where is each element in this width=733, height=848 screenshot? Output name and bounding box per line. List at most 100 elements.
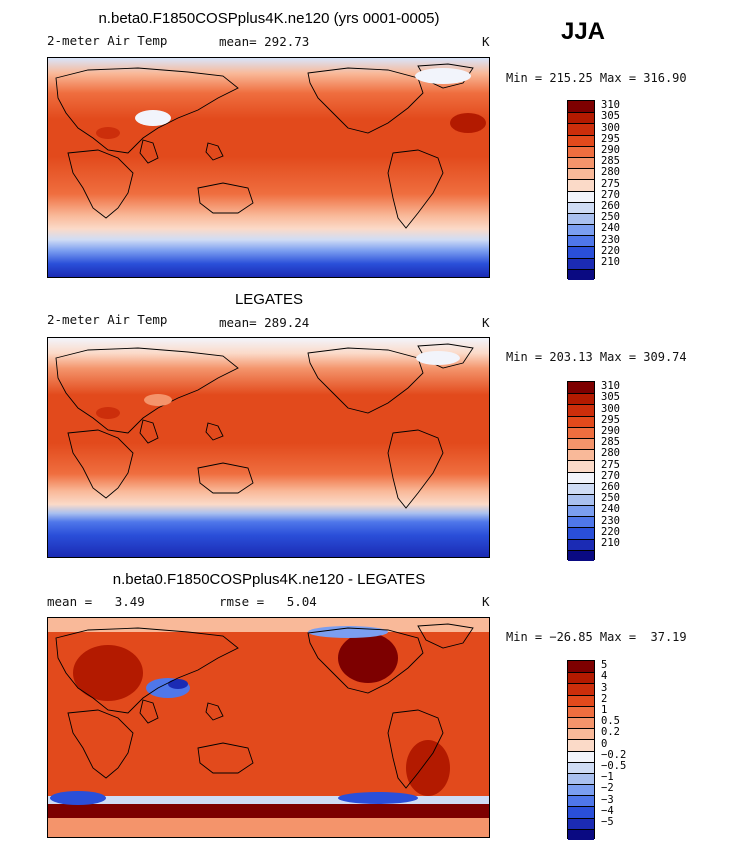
panel-3-rmse: rmse = 5.04 (219, 594, 317, 609)
colorbar-box (568, 527, 594, 539)
colorbar-box (568, 482, 594, 494)
colorbar-tick-label: 285 (601, 155, 620, 168)
colorbar-box (568, 661, 594, 673)
colorbar-tick-label: −0.5 (601, 760, 627, 772)
colorbar-tick-label: 210 (601, 537, 620, 549)
colorbar-tick-label: 260 (601, 481, 620, 493)
colorbar-tick-label: 0.2 (601, 726, 620, 739)
colorbar-tick-label: 0 (601, 737, 608, 750)
panel-1-minmax: Min = 215.25 Max = 316.90 (506, 71, 687, 85)
panel-2-title: LEGATES (234, 291, 304, 308)
colorbar-tick-label: 270 (601, 188, 620, 201)
panel-2-landmass-4 (307, 347, 424, 414)
colorbar-box (568, 212, 594, 225)
colorbar-tick-label: 3 (601, 681, 608, 694)
colorbar-tick-label: −3 (601, 793, 614, 806)
colorbar-box (568, 716, 594, 729)
colorbar-box (568, 817, 594, 829)
panel-1-colorbar (567, 100, 595, 280)
colorbar-tick-label: 310 (601, 99, 620, 112)
colorbar-tick-label: 260 (601, 200, 620, 212)
colorbar-tick-label: −1 (601, 771, 614, 784)
colorbar-box (568, 393, 594, 405)
colorbar-tick-label: 230 (601, 514, 620, 527)
colorbar-box (568, 739, 594, 751)
colorbar-tick-label: 250 (601, 211, 620, 224)
panel-1-landmass-8 (205, 142, 224, 161)
panel-1-landmass-3 (197, 182, 254, 214)
panel-2-landmass-2 (67, 429, 134, 499)
colorbar-tick-label: 240 (601, 222, 620, 235)
colorbar-tick-label: 290 (601, 144, 620, 156)
colorbar-box (568, 404, 594, 416)
season-label: JJA (560, 18, 606, 45)
colorbar-box (568, 426, 594, 438)
colorbar-tick-label: 300 (601, 121, 620, 134)
colorbar-box (568, 772, 594, 785)
colorbar-tick-label: 2 (601, 692, 608, 705)
colorbar-box (568, 123, 594, 135)
colorbar-tick-label: 250 (601, 492, 620, 505)
panel-3-map (47, 617, 490, 838)
panel-2-map-svg (48, 338, 489, 557)
colorbar-box (568, 694, 594, 706)
panel-2-variable: 2-meter Air Temp (47, 312, 168, 327)
panel-3-landmass-2 (67, 709, 134, 779)
colorbar-tick-label: 290 (601, 425, 620, 437)
colorbar-box (568, 156, 594, 169)
panel-3-landmass-7 (139, 699, 159, 724)
panel-1-variable: 2-meter Air Temp (47, 33, 168, 48)
panel-3-colorbar (567, 660, 595, 840)
colorbar-tick-label: 280 (601, 447, 620, 460)
panel-2-landmass-8 (205, 422, 224, 441)
colorbar-box (568, 134, 594, 146)
colorbar-tick-label: −4 (601, 804, 614, 817)
colorbar-tick-label: 310 (601, 380, 620, 393)
colorbar-box (568, 538, 594, 550)
colorbar-tick-label: 220 (601, 525, 620, 538)
panel-2-map (47, 337, 490, 558)
colorbar-tick-label: 0.5 (601, 715, 620, 728)
panel-3-landmass-3 (197, 742, 254, 774)
panel-3-landmass-8 (205, 702, 224, 721)
panel-2-minmax: Min = 203.13 Max = 309.74 (506, 350, 687, 364)
panel-3-mean: mean = 3.49 (47, 594, 145, 609)
panel-3-minmax: Min = −26.85 Max = 37.19 (506, 630, 687, 644)
panel-2-colorbar (567, 381, 595, 561)
colorbar-tick-label: 5 (601, 659, 608, 672)
panel-2-landmass-7 (139, 419, 159, 444)
colorbar-box (568, 471, 594, 483)
panel-2-mean: mean= 289.24 (219, 315, 310, 330)
colorbar-box (568, 415, 594, 427)
colorbar-tick-label: 275 (601, 177, 620, 190)
panel-1-title: n.beta0.F1850COSPplus4K.ne120 (yrs 0001-… (98, 10, 440, 27)
panel-3-title: n.beta0.F1850COSPplus4K.ne120 - LEGATES (112, 571, 426, 588)
colorbar-box (568, 246, 594, 258)
colorbar-tick-label: 295 (601, 413, 620, 426)
colorbar-box (568, 761, 594, 773)
colorbar-tick-label: 300 (601, 402, 620, 415)
colorbar-tick-label: 1 (601, 704, 608, 716)
panel-1-landmass-4 (307, 67, 424, 134)
colorbar-tick-label: 275 (601, 458, 620, 471)
colorbar-box (568, 549, 594, 561)
panel-1-landmass-5 (387, 149, 444, 229)
colorbar-box (568, 516, 594, 528)
colorbar-box (568, 235, 594, 247)
colorbar-box (568, 257, 594, 269)
colorbar-box (568, 795, 594, 807)
panel-1-mean: mean= 292.73 (219, 34, 310, 49)
colorbar-tick-label: 280 (601, 166, 620, 179)
colorbar-box (568, 382, 594, 394)
colorbar-box (568, 493, 594, 506)
colorbar-box (568, 437, 594, 450)
panel-3-units: K (482, 594, 490, 609)
panel-1-map-svg (48, 58, 489, 277)
colorbar-tick-label: 305 (601, 110, 620, 123)
panel-3-landmass-1 (55, 627, 239, 714)
colorbar-tick-label: −2 (601, 782, 614, 795)
panel-3-landmass-5 (387, 709, 444, 789)
panel-1-map (47, 57, 490, 278)
colorbar-box (568, 145, 594, 157)
colorbar-tick-label: 295 (601, 132, 620, 145)
